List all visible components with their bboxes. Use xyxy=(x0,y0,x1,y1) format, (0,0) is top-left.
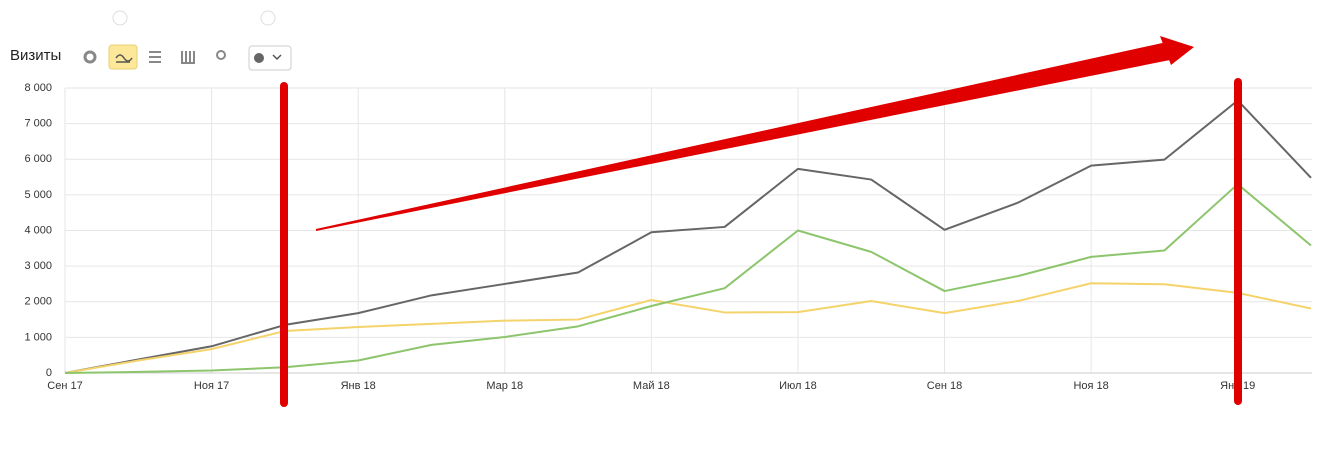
toolbar xyxy=(83,44,292,71)
x-tick-label: Янв 18 xyxy=(341,380,376,392)
x-tick-label: Сен 17 xyxy=(47,380,82,392)
x-tick-label: Ноя 17 xyxy=(194,380,229,392)
x-tick-label: Июл 18 xyxy=(779,380,817,392)
x-tick-label: Май 18 xyxy=(633,380,670,392)
y-tick-label: 4 000 xyxy=(24,224,52,236)
decor xyxy=(260,10,276,26)
pie-icon[interactable] xyxy=(83,50,97,64)
annotations xyxy=(280,36,1242,407)
red-arrow-head xyxy=(1160,36,1194,65)
y-tick-label: 6 000 xyxy=(24,153,52,165)
series-line xyxy=(64,183,1312,374)
y-tick-label: 0 xyxy=(46,367,52,379)
y-tick-label: 7 000 xyxy=(24,118,52,130)
series-line xyxy=(64,99,1312,374)
y-tick-label: 1 000 xyxy=(24,331,52,343)
bar-icon[interactable] xyxy=(181,51,195,64)
y-tick-label: 5 000 xyxy=(24,189,52,201)
chevron xyxy=(272,54,282,61)
map-icon[interactable] xyxy=(216,50,226,60)
x-tick-label: Сен 18 xyxy=(927,380,962,392)
y-tick-label: 2 000 xyxy=(24,296,52,308)
red-arrow-shaft xyxy=(316,42,1170,231)
series-line xyxy=(64,282,1312,374)
x-tick-label: Ноя 18 xyxy=(1073,380,1108,392)
annotation-dropdown[interactable] xyxy=(248,45,292,71)
line-icon xyxy=(115,54,133,63)
plot-area: 0 1 000 2 000 3 000 4 000 5 000 6 000 7 000 8 00… xyxy=(24,82,1312,392)
y-tick-label: 3 000 xyxy=(24,260,52,272)
comment-icon xyxy=(254,53,264,63)
decor xyxy=(112,10,128,26)
area-icon[interactable] xyxy=(149,51,161,63)
y-tick-label: 8 000 xyxy=(24,82,52,94)
x-tick-label: Мар 18 xyxy=(486,380,523,392)
chart-title: Визиты xyxy=(10,47,61,64)
